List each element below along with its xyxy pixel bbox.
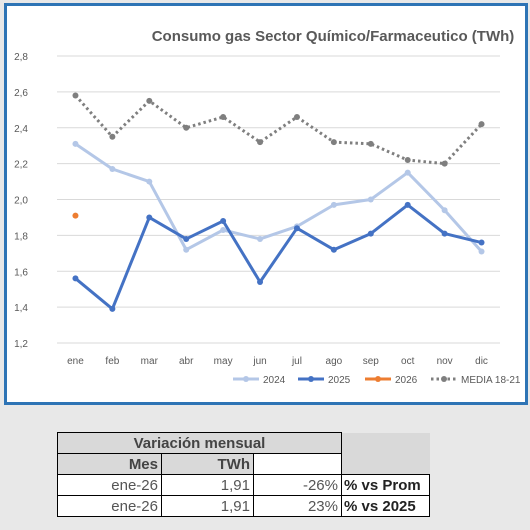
data-point [220,226,227,233]
series-line-2025 [74,203,482,311]
data-point [72,275,79,282]
row-2-label: % vs 2025 [341,495,430,517]
header-twh: TWh [161,453,254,475]
data-point [220,113,227,120]
data-point [330,246,337,253]
data-point [330,139,337,146]
data-point [441,207,448,214]
y-tick-label: 1,6 [14,267,28,278]
data-point [183,246,190,253]
x-tick-label: may [214,356,233,367]
variation-table: Variación mensual Mes TWh ene-26 1,91 -2… [57,432,430,517]
data-point [146,97,153,104]
data-point [257,235,264,242]
series-line-media-18-21 [74,94,483,166]
table-title: Variación mensual [57,432,342,454]
data-point [109,166,116,173]
data-point [441,230,448,237]
data-point [72,92,79,99]
data-point [404,201,411,208]
row-2-pct: 23% [253,495,342,517]
data-point [109,305,116,312]
y-tick-label: 2,2 [14,160,28,171]
row-1-pct: -26% [253,474,342,496]
y-tick-label: 2,6 [14,88,28,99]
line-chart: Consumo gas Sector Químico/Farmaceutico … [14,28,521,386]
data-point [183,235,190,242]
data-point [146,214,153,221]
data-point [478,248,485,255]
y-tick-label: 1,8 [14,231,28,242]
legend-marker [308,376,314,382]
x-tick-label: abr [179,356,194,367]
data-point [441,160,448,167]
data-point [109,133,116,140]
data-point [367,196,374,203]
header-mes: Mes [57,453,162,475]
legend-marker [441,376,447,382]
data-point [478,121,485,128]
legend-marker [243,376,249,382]
y-tick-label: 2,0 [14,196,28,207]
x-tick-label: ago [326,356,343,367]
data-point [404,157,411,164]
chart-title: Consumo gas Sector Químico/Farmaceutico … [152,28,515,45]
x-tick-label: nov [437,356,453,367]
data-point [72,212,79,219]
y-tick-label: 1,2 [14,339,28,350]
row-2-twh: 1,91 [161,495,254,517]
y-tick-label: 2,4 [14,124,28,135]
legend-label: 2026 [395,375,418,386]
data-point [72,140,79,147]
data-point [293,113,300,120]
data-point [367,140,374,147]
x-tick-label: sep [363,356,380,367]
series-line-2024 [74,142,483,253]
data-point [330,201,337,208]
chart-panel: Consumo gas Sector Químico/Farmaceutico … [4,3,528,405]
data-point [257,279,264,286]
data-point [478,239,485,246]
x-tick-label: mar [141,356,159,367]
data-point [146,178,153,185]
legend-label: 2025 [328,375,351,386]
x-tick-label: oct [401,356,415,367]
y-tick-label: 2,8 [14,52,28,63]
row-2-mes: ene-26 [57,495,162,517]
legend-label: 2024 [263,375,286,386]
data-point [293,225,300,232]
data-point [183,124,190,131]
x-tick-label: dic [475,356,488,367]
legend-marker [375,376,381,382]
data-point [257,139,264,146]
data-point [404,169,411,176]
x-tick-label: ene [67,356,84,367]
x-tick-label: feb [105,356,119,367]
data-point [220,218,227,225]
y-tick-label: 1,4 [14,303,28,314]
x-tick-label: jun [252,356,266,367]
row-1-twh: 1,91 [161,474,254,496]
data-point [367,230,374,237]
legend-label: MEDIA 18-21 [461,375,521,386]
row-1-mes: ene-26 [57,474,162,496]
x-tick-label: jul [291,356,302,367]
row-1-label: % vs Prom [341,474,430,496]
